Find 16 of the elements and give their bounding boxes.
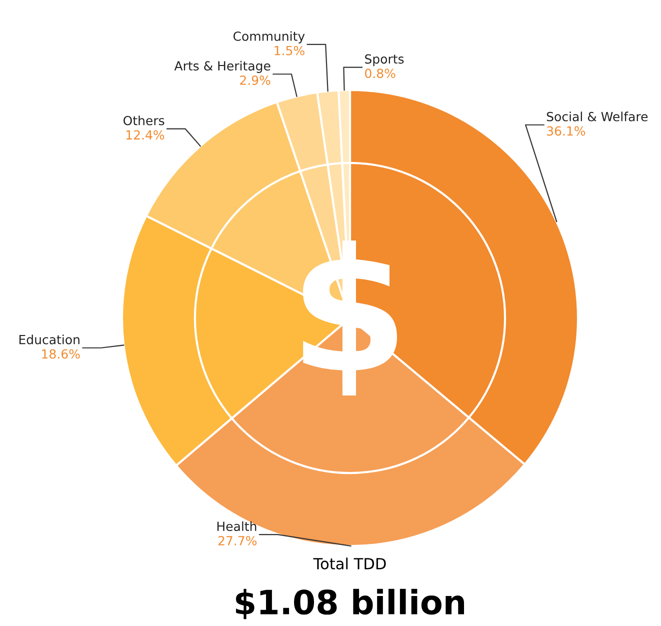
slice-label: Social & Welfare (546, 112, 648, 122)
text: Total TDD (313, 558, 386, 570)
data-label: 0.8% (365, 68, 396, 78)
data-label: 18.6% (42, 349, 80, 359)
text: $1.08 billion (236, 588, 464, 620)
data-label: 2.9% (240, 75, 270, 85)
slice-label: Education (19, 334, 80, 344)
slice-label: Health (217, 521, 256, 532)
data-label: 27.7% (218, 536, 257, 546)
slice-label: Community (233, 31, 305, 44)
slice-label: Others (124, 116, 164, 126)
data-label: 36.1% (547, 126, 586, 136)
slice-label: Arts & Heritage (174, 60, 270, 73)
data-label: 12.4% (126, 130, 164, 140)
data-label: 1.5% (274, 46, 304, 56)
slice-label: Sports (365, 54, 404, 66)
